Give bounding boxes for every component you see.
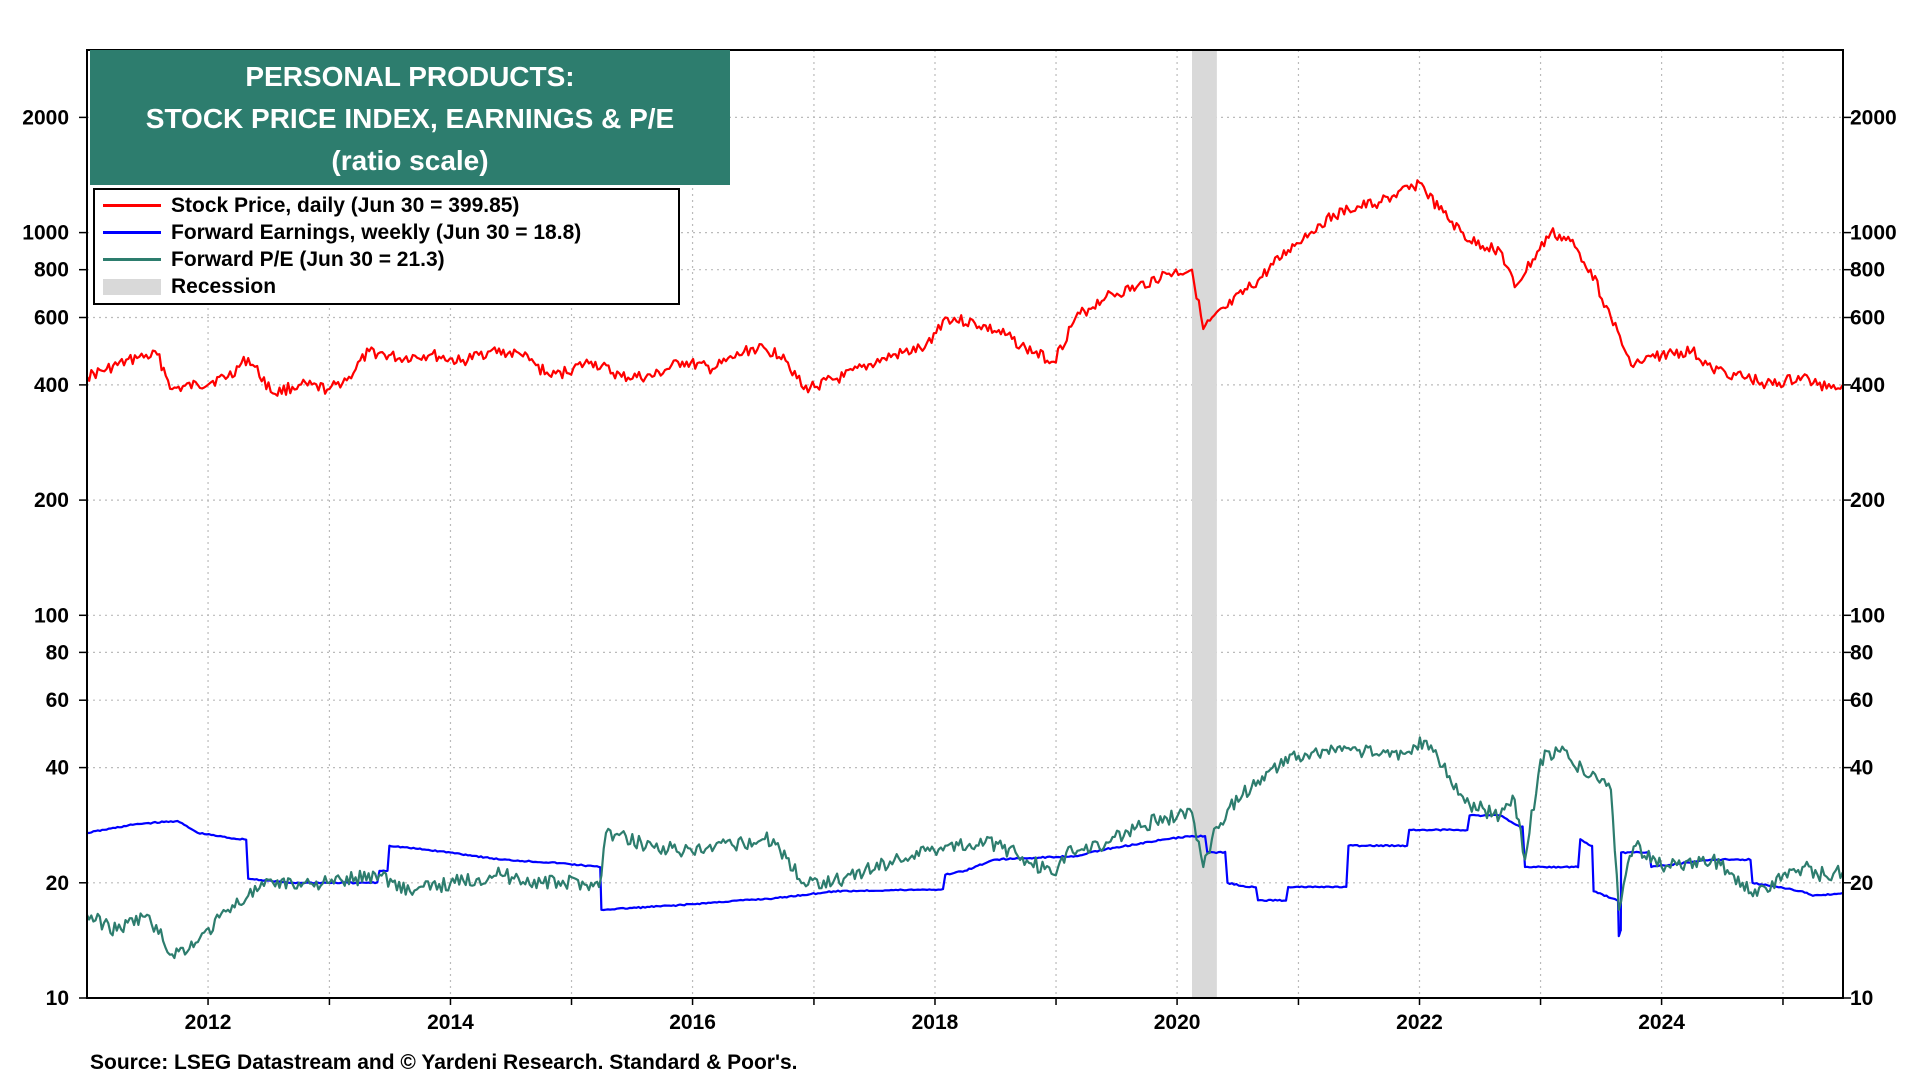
title-line-3: (ratio scale) <box>331 145 489 176</box>
grid-lines <box>87 50 1843 998</box>
legend-swatch-forward-pe <box>103 258 161 261</box>
legend-label-recession: Recession <box>171 274 277 298</box>
y-tick-label-right: 80 <box>1850 641 1873 664</box>
y-tick-label-left: 600 <box>34 306 69 329</box>
y-tick-label-right: 40 <box>1850 757 1873 780</box>
title-line-2: STOCK PRICE INDEX, EARNINGS & P/E <box>145 103 675 134</box>
y-tick-label-right: 20 <box>1850 872 1873 895</box>
legend-item-forward-earnings: Forward Earnings, weekly (Jun 30 = 18.8) <box>103 219 581 246</box>
x-tick-label: 2014 <box>427 1011 474 1034</box>
legend-label-forward-pe: Forward P/E (Jun 30 = 21.3) <box>171 247 445 271</box>
legend-item-stock-price: Stock Price, daily (Jun 30 = 399.85) <box>103 192 519 219</box>
series-line-stock-price <box>86 179 1844 397</box>
y-tick-label-left: 80 <box>46 641 69 664</box>
y-tick-label-left: 20 <box>46 872 69 895</box>
legend-item-forward-pe: Forward P/E (Jun 30 = 21.3) <box>103 246 445 273</box>
y-tick-label-right: 100 <box>1850 604 1885 627</box>
legend-swatch-recession <box>103 278 161 295</box>
y-tick-label-right: 200 <box>1850 489 1885 512</box>
y-tick-label-left: 10 <box>46 987 69 1010</box>
y-tick-label-right: 400 <box>1850 374 1885 397</box>
x-tick-label: 2018 <box>912 1011 959 1034</box>
y-tick-label-left: 60 <box>46 689 69 712</box>
x-tick-label: 2016 <box>669 1011 716 1034</box>
y-tick-label-left: 800 <box>34 259 69 282</box>
y-tick-label-right: 800 <box>1850 259 1885 282</box>
chart-title: PERSONAL PRODUCTS: STOCK PRICE INDEX, EA… <box>90 50 730 185</box>
y-tick-label-left: 200 <box>34 489 69 512</box>
legend-item-recession: Recession <box>103 273 276 300</box>
x-tick-label: 2020 <box>1154 1011 1201 1034</box>
y-tick-label-left: 40 <box>46 757 69 780</box>
series-line-forward-pe <box>85 736 1844 960</box>
y-tick-label-right: 2000 <box>1850 106 1897 129</box>
plot-frame <box>86 49 1844 999</box>
y-tick-label-left: 400 <box>34 374 69 397</box>
series-lines <box>85 179 1844 960</box>
y-tick-label-left: 100 <box>34 604 69 627</box>
legend-swatch-stock-price <box>103 204 161 207</box>
legend-label-stock-price: Stock Price, daily (Jun 30 = 399.85) <box>171 193 520 217</box>
y-tick-label-left: 1000 <box>22 222 69 245</box>
legend-swatch-forward-earnings <box>103 231 161 234</box>
x-tick-label: 2024 <box>1638 1011 1685 1034</box>
series-line-forward-earnings <box>86 813 1843 938</box>
title-line-1: PERSONAL PRODUCTS: <box>245 61 575 92</box>
source-note: Source: LSEG Datastream and © Yardeni Re… <box>90 1051 798 1074</box>
y-tick-label-right: 10 <box>1850 987 1873 1010</box>
y-tick-label-left: 2000 <box>22 106 69 129</box>
x-tick-label: 2012 <box>185 1011 232 1034</box>
x-tick-label: 2022 <box>1396 1011 1443 1034</box>
y-tick-label-right: 1000 <box>1850 222 1897 245</box>
legend: Stock Price, daily (Jun 30 = 399.85) For… <box>93 188 680 305</box>
y-tick-label-right: 600 <box>1850 306 1885 329</box>
legend-label-forward-earnings: Forward Earnings, weekly (Jun 30 = 18.8) <box>171 220 582 244</box>
y-tick-label-right: 60 <box>1850 689 1873 712</box>
